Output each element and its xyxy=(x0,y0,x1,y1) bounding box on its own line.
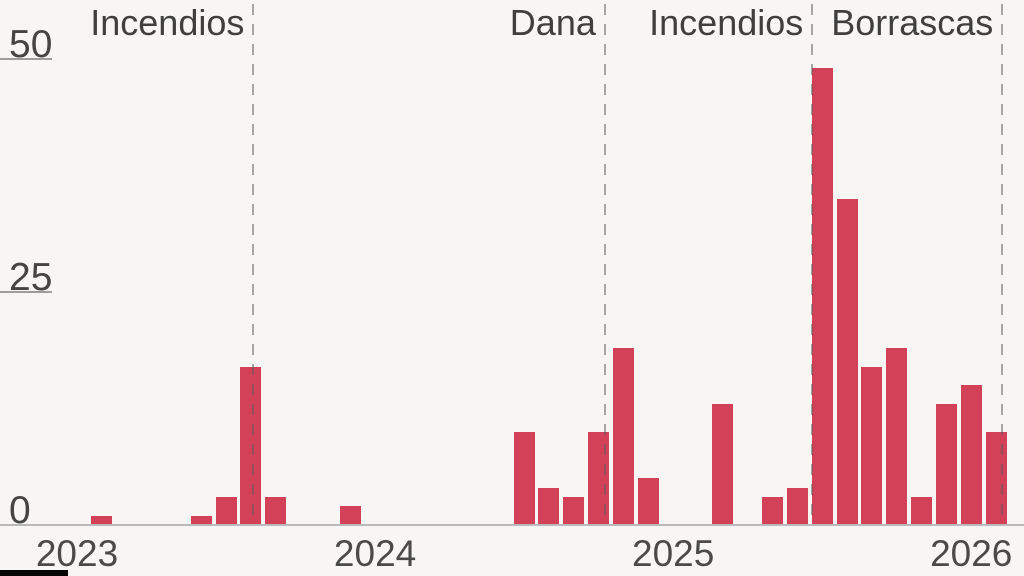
event-line xyxy=(603,4,606,525)
bar-2025-03 xyxy=(712,403,734,525)
bar-2024-07 xyxy=(513,431,535,525)
bar-2025-08 xyxy=(836,198,858,525)
y-tick-label: 0 xyxy=(9,489,31,532)
bar-2024-09 xyxy=(563,497,585,525)
bar-2023-06 xyxy=(190,515,212,525)
event-line xyxy=(252,4,255,525)
bar-2026-01 xyxy=(960,385,982,525)
event-label: Borrascas xyxy=(831,2,994,43)
event-line xyxy=(1001,4,1004,525)
bar-2025-05 xyxy=(762,497,784,525)
video-progress-bar[interactable] xyxy=(0,570,68,576)
event-label: Incendios xyxy=(649,2,804,43)
bar-2025-09 xyxy=(861,366,883,525)
bar-2025-11 xyxy=(911,497,933,525)
y-tick-line xyxy=(0,291,52,293)
event-label: Dana xyxy=(509,2,596,43)
bar-2025-12 xyxy=(935,403,957,525)
bar-2024-12 xyxy=(637,478,659,525)
event-line xyxy=(811,4,814,525)
x-tick-label: 2026 xyxy=(930,533,1013,574)
x-axis-line xyxy=(0,524,1024,526)
bar-2025-07 xyxy=(811,68,833,525)
bar-2023-07 xyxy=(215,497,237,525)
bar-2023-02 xyxy=(91,515,113,525)
y-tick-line xyxy=(0,58,52,60)
bar-2023-08 xyxy=(240,366,262,525)
bar-2024-11 xyxy=(612,347,634,525)
x-tick-label: 2024 xyxy=(333,533,417,574)
y-tick-label: 50 xyxy=(9,23,53,66)
event-label: Incendios xyxy=(90,2,245,43)
y-tick-label: 25 xyxy=(9,256,53,299)
bar-2023-09 xyxy=(265,497,287,525)
x-tick-label: 2025 xyxy=(632,533,715,574)
bar-2025-06 xyxy=(786,487,808,525)
bar-2024-08 xyxy=(538,487,560,525)
x-tick-label: 2023 xyxy=(35,533,119,574)
bar-2025-10 xyxy=(886,347,908,525)
bar-2023-12 xyxy=(339,506,361,525)
